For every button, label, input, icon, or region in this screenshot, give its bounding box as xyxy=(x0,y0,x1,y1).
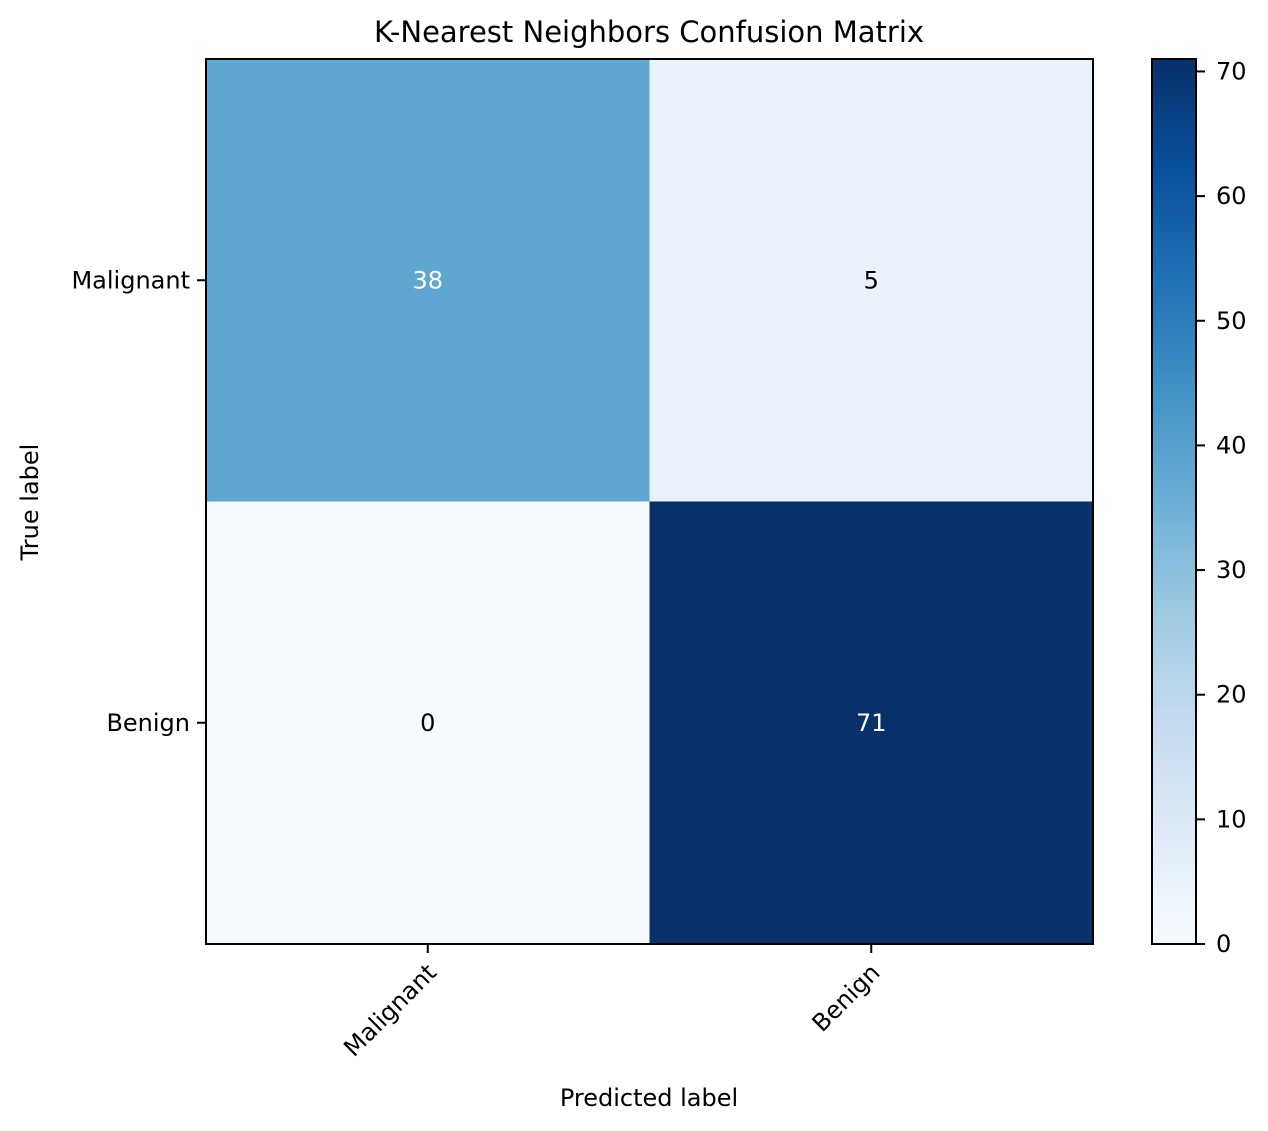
heatmap-cell xyxy=(649,501,1094,945)
colorbar-tick-label: 40 xyxy=(1216,431,1247,459)
y-axis-label: True label xyxy=(16,444,44,562)
chart-title: K-Nearest Neighbors Confusion Matrix xyxy=(374,15,924,49)
cell-value-label: 38 xyxy=(412,266,443,294)
x-axis-ticks: Malignant Benign xyxy=(338,944,885,1062)
colorbar-tick-label: 0 xyxy=(1216,930,1231,958)
colorbar-tick-label: 70 xyxy=(1216,57,1247,85)
x-axis-label: Predicted label xyxy=(560,1084,738,1112)
colorbar-tick-label: 60 xyxy=(1216,182,1247,210)
heatmap-cells xyxy=(206,59,1094,945)
colorbar xyxy=(1152,59,1196,944)
cell-value-label: 5 xyxy=(864,266,879,294)
y-axis-ticks: Malignant Benign xyxy=(71,266,206,737)
colorbar-tick-label: 30 xyxy=(1216,556,1247,584)
x-tick-label: Benign xyxy=(807,958,886,1037)
cell-value-label: 71 xyxy=(856,709,887,737)
colorbar-tick-label: 50 xyxy=(1216,307,1247,335)
colorbar-frame xyxy=(1151,58,1197,945)
colorbar-tick-label: 10 xyxy=(1216,805,1247,833)
colorbar-tick-label: 20 xyxy=(1216,681,1247,709)
heatmap-cell xyxy=(206,501,650,945)
plot-frame xyxy=(205,58,1094,945)
heatmap-cell xyxy=(206,59,650,502)
x-tick-label: Malignant xyxy=(338,958,442,1062)
colorbar-ticks: 0 10 20 30 40 50 60 70 xyxy=(1196,57,1247,958)
heatmap-cell xyxy=(649,59,1094,502)
y-tick-label: Malignant xyxy=(71,266,190,294)
cell-value-label: 0 xyxy=(420,709,435,737)
heatmap-cell-labels: 38 5 0 71 xyxy=(412,266,886,737)
y-tick-label: Benign xyxy=(106,709,190,737)
